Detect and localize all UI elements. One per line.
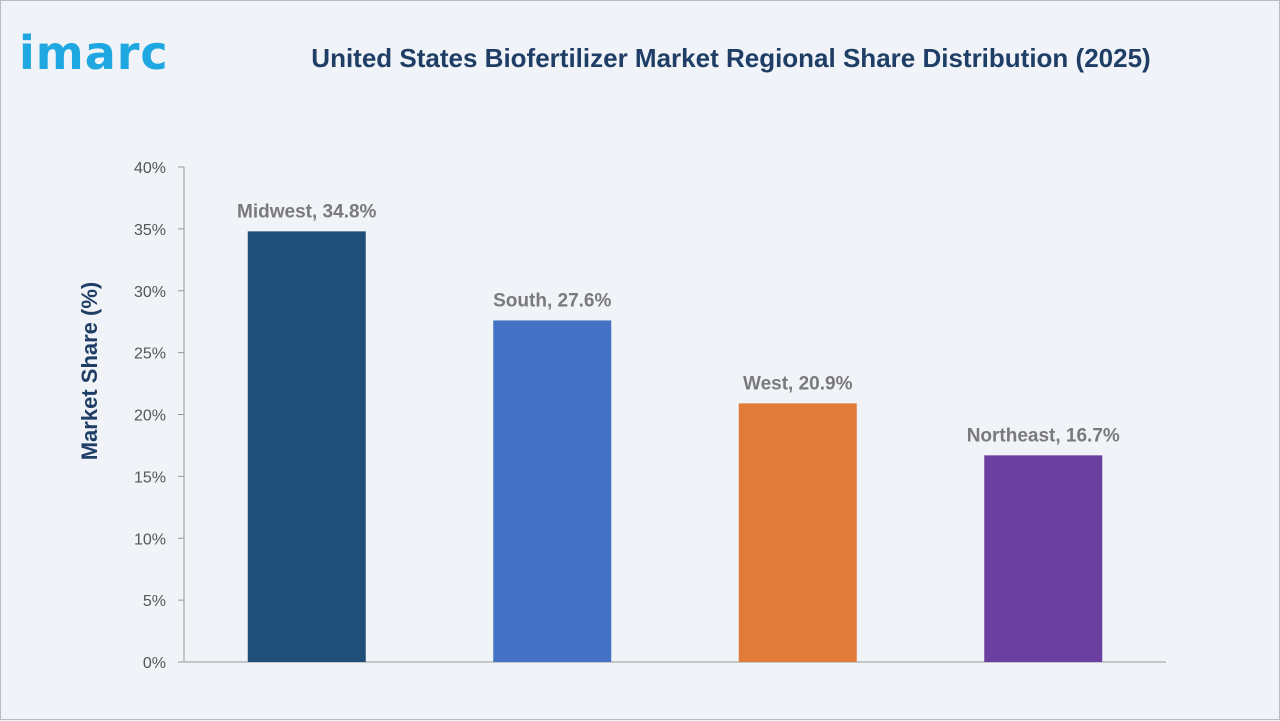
logo-text: imarc — [19, 26, 169, 80]
data-labels: Midwest, 34.8% South, 27.6% West, 20.9% Nor… — [237, 201, 1120, 446]
y-tick-label: 25% — [134, 346, 166, 363]
bars — [247, 231, 1103, 662]
bar-midwest — [247, 231, 366, 662]
chart-title: United States Biofertilizer Market Regio… — [311, 43, 1151, 73]
data-label-south: South, 27.6% — [493, 290, 611, 311]
bar-south — [493, 320, 612, 662]
y-axis-title-group: Market Share (%) — [77, 282, 102, 461]
y-tick-label: 30% — [134, 284, 166, 301]
y-tick-label: 15% — [134, 469, 166, 486]
y-tick-label: 0% — [143, 655, 166, 672]
y-axis-title: Market Share (%) — [77, 282, 102, 461]
imarc-logo: imarc — [19, 26, 209, 87]
y-tick-label: 10% — [134, 531, 166, 548]
data-label-midwest: Midwest, 34.8% — [237, 201, 376, 222]
data-label-west: West, 20.9% — [743, 373, 853, 394]
bar-northeast — [984, 455, 1103, 662]
y-ticks: 0% 5% 10% 15% 20% 25% 30% 35% 40% — [134, 160, 184, 672]
y-tick-label: 40% — [134, 160, 166, 177]
data-label-northeast: Northeast, 16.7% — [967, 425, 1120, 446]
bar-west — [738, 403, 857, 662]
y-tick-label: 5% — [143, 593, 166, 610]
y-tick-label: 20% — [134, 408, 166, 425]
y-tick-label: 35% — [134, 222, 166, 239]
